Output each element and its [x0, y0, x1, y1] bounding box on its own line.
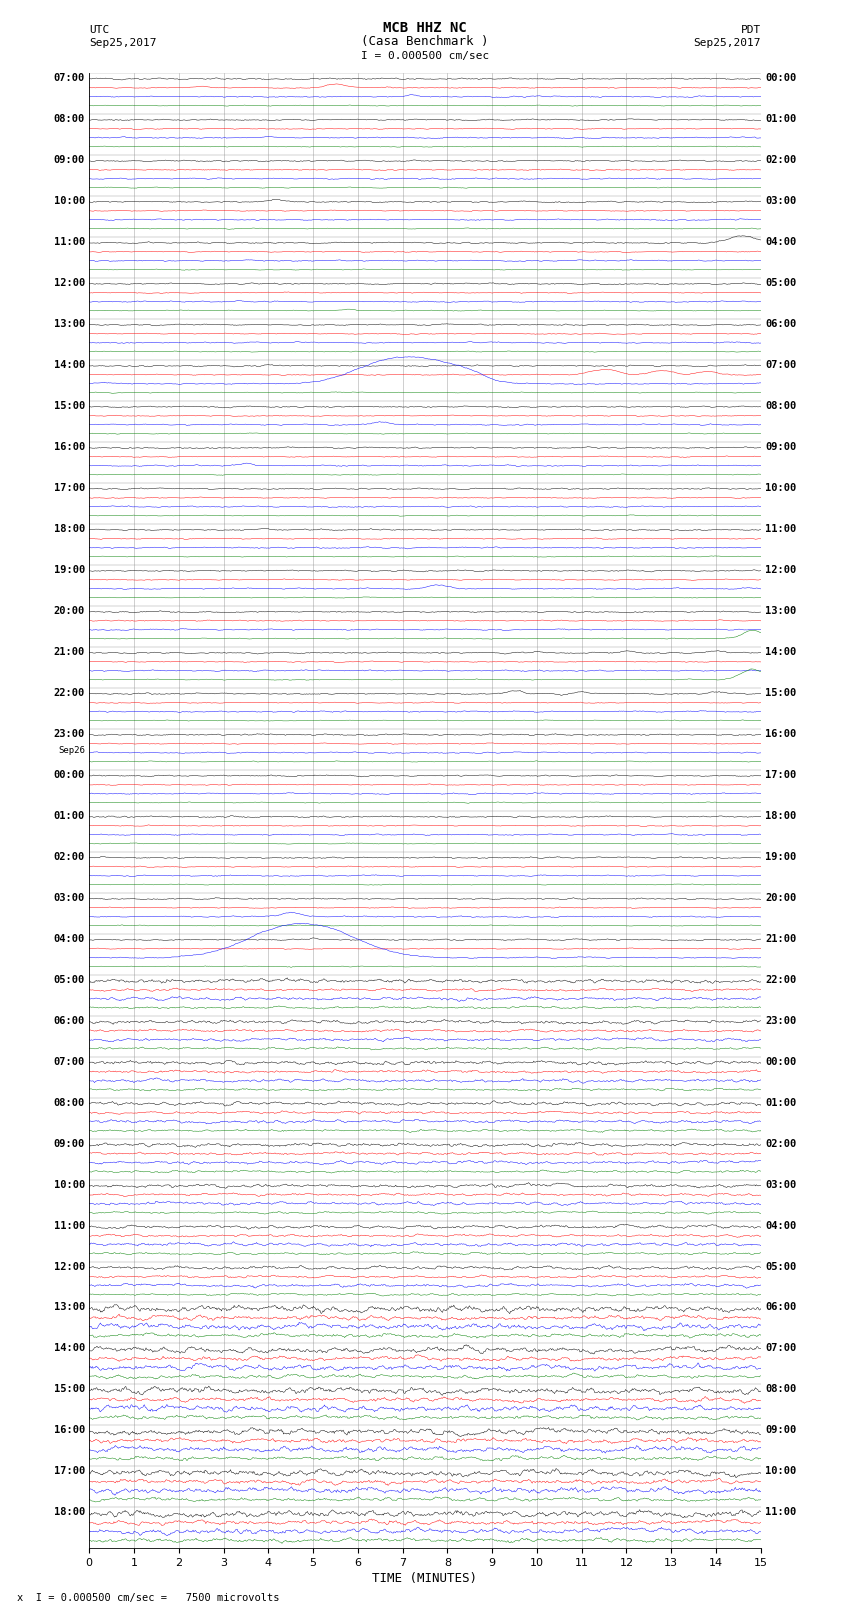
Text: 15:00: 15:00: [54, 1384, 85, 1395]
Text: 09:00: 09:00: [54, 155, 85, 165]
Text: 15:00: 15:00: [54, 400, 85, 411]
Text: 22:00: 22:00: [765, 974, 796, 984]
Text: 16:00: 16:00: [765, 729, 796, 739]
Text: 17:00: 17:00: [54, 482, 85, 492]
Text: 02:00: 02:00: [54, 852, 85, 861]
Text: 13:00: 13:00: [765, 605, 796, 616]
Text: x  I = 0.000500 cm/sec =   7500 microvolts: x I = 0.000500 cm/sec = 7500 microvolts: [17, 1594, 280, 1603]
Text: 09:00: 09:00: [54, 1139, 85, 1148]
Text: 18:00: 18:00: [54, 1508, 85, 1518]
Text: 03:00: 03:00: [765, 1179, 796, 1189]
Text: 03:00: 03:00: [765, 195, 796, 205]
Text: 07:00: 07:00: [54, 1057, 85, 1066]
Text: 04:00: 04:00: [765, 1221, 796, 1231]
Text: 10:00: 10:00: [765, 482, 796, 492]
Text: 08:00: 08:00: [54, 1097, 85, 1108]
Text: 06:00: 06:00: [765, 1303, 796, 1313]
Text: 06:00: 06:00: [54, 1016, 85, 1026]
Text: 11:00: 11:00: [765, 524, 796, 534]
Text: 00:00: 00:00: [765, 1057, 796, 1066]
Text: (Casa Benchmark ): (Casa Benchmark ): [361, 35, 489, 48]
Text: 14:00: 14:00: [765, 647, 796, 656]
Text: 04:00: 04:00: [54, 934, 85, 944]
Text: 05:00: 05:00: [765, 277, 796, 287]
Text: PDT: PDT: [740, 24, 761, 35]
Text: 07:00: 07:00: [54, 73, 85, 82]
Text: 14:00: 14:00: [54, 1344, 85, 1353]
Text: 12:00: 12:00: [54, 1261, 85, 1271]
Text: 13:00: 13:00: [54, 1303, 85, 1313]
Text: 21:00: 21:00: [54, 647, 85, 656]
Text: 11:00: 11:00: [765, 1508, 796, 1518]
Text: 22:00: 22:00: [54, 687, 85, 697]
Text: 13:00: 13:00: [54, 319, 85, 329]
Text: 10:00: 10:00: [765, 1466, 796, 1476]
Text: 01:00: 01:00: [54, 811, 85, 821]
Text: 14:00: 14:00: [54, 360, 85, 369]
Text: 10:00: 10:00: [54, 1179, 85, 1189]
Text: 05:00: 05:00: [54, 974, 85, 984]
Text: 07:00: 07:00: [765, 1344, 796, 1353]
Text: 19:00: 19:00: [765, 852, 796, 861]
Text: 20:00: 20:00: [54, 605, 85, 616]
Text: 18:00: 18:00: [765, 811, 796, 821]
Text: 09:00: 09:00: [765, 1426, 796, 1436]
Text: 16:00: 16:00: [54, 1426, 85, 1436]
Text: Sep26: Sep26: [58, 747, 85, 755]
Text: 10:00: 10:00: [54, 195, 85, 205]
Text: 01:00: 01:00: [765, 1097, 796, 1108]
Text: 09:00: 09:00: [765, 442, 796, 452]
Text: 04:00: 04:00: [765, 237, 796, 247]
Text: 00:00: 00:00: [765, 73, 796, 82]
Text: 12:00: 12:00: [765, 565, 796, 574]
Text: Sep25,2017: Sep25,2017: [694, 39, 761, 48]
Text: 17:00: 17:00: [765, 769, 796, 779]
Text: 21:00: 21:00: [765, 934, 796, 944]
Text: 05:00: 05:00: [765, 1261, 796, 1271]
Text: MCB HHZ NC: MCB HHZ NC: [383, 21, 467, 35]
Text: 11:00: 11:00: [54, 1221, 85, 1231]
Text: 12:00: 12:00: [54, 277, 85, 287]
Text: 19:00: 19:00: [54, 565, 85, 574]
Text: 23:00: 23:00: [765, 1016, 796, 1026]
Text: 02:00: 02:00: [765, 1139, 796, 1148]
Text: 02:00: 02:00: [765, 155, 796, 165]
Text: Sep25,2017: Sep25,2017: [89, 39, 156, 48]
Text: 18:00: 18:00: [54, 524, 85, 534]
Text: 16:00: 16:00: [54, 442, 85, 452]
Text: 07:00: 07:00: [765, 360, 796, 369]
Text: 11:00: 11:00: [54, 237, 85, 247]
Text: 17:00: 17:00: [54, 1466, 85, 1476]
Text: 06:00: 06:00: [765, 319, 796, 329]
Text: 08:00: 08:00: [765, 400, 796, 411]
Text: 23:00: 23:00: [54, 729, 85, 739]
Text: 08:00: 08:00: [765, 1384, 796, 1395]
Text: UTC: UTC: [89, 24, 110, 35]
Text: 08:00: 08:00: [54, 113, 85, 124]
Text: I = 0.000500 cm/sec: I = 0.000500 cm/sec: [361, 52, 489, 61]
Text: 20:00: 20:00: [765, 892, 796, 903]
Text: 03:00: 03:00: [54, 892, 85, 903]
Text: 00:00: 00:00: [54, 769, 85, 779]
Text: 01:00: 01:00: [765, 113, 796, 124]
Text: 15:00: 15:00: [765, 687, 796, 697]
X-axis label: TIME (MINUTES): TIME (MINUTES): [372, 1573, 478, 1586]
